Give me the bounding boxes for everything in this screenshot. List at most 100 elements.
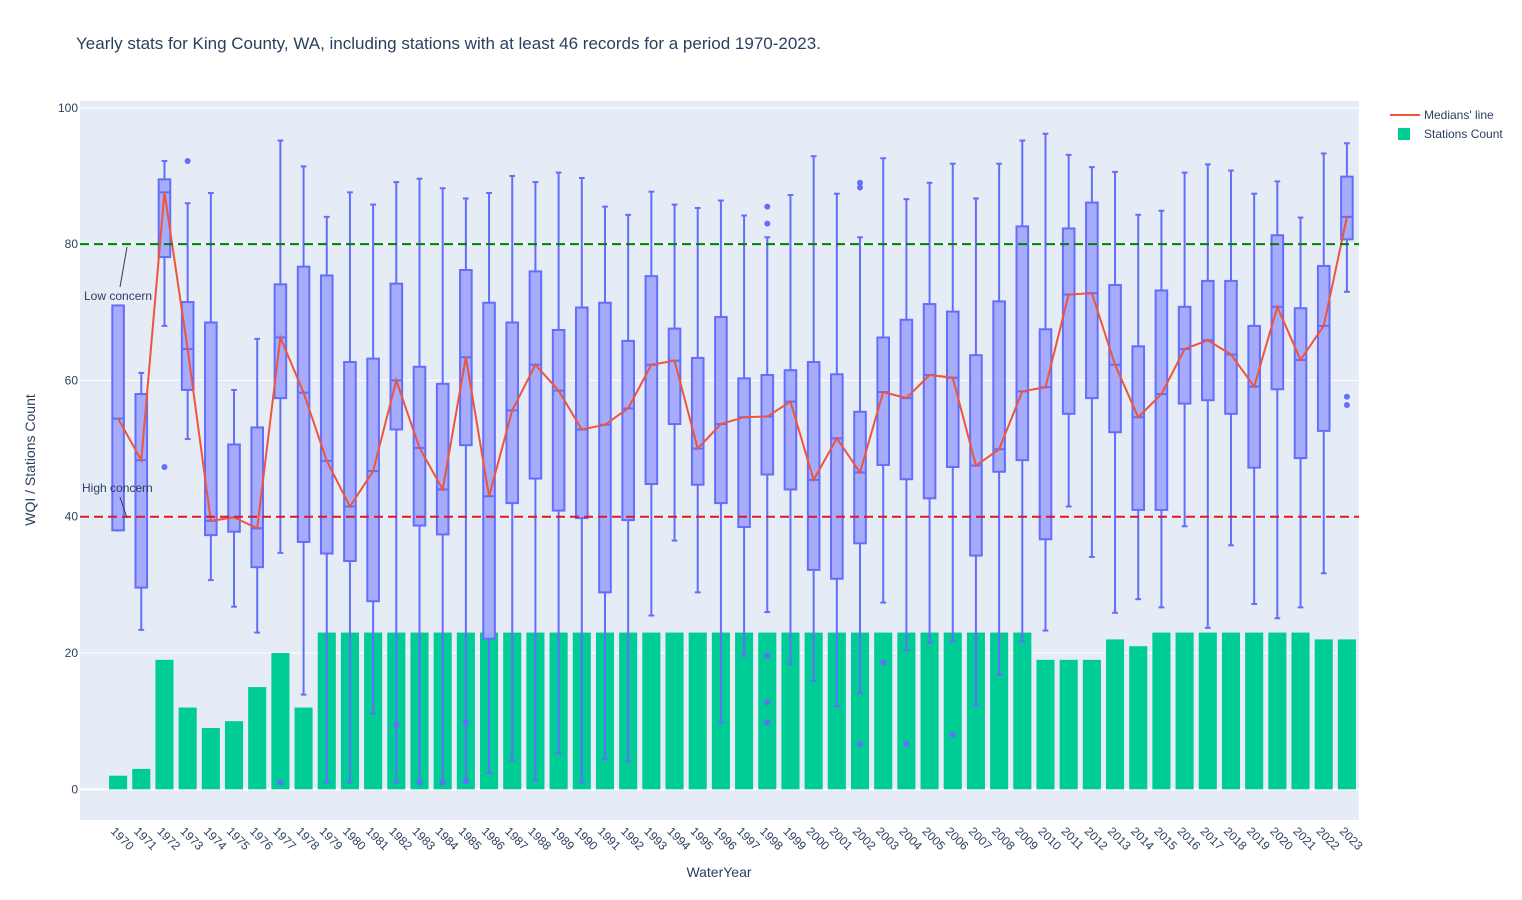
stations-count-bar <box>1152 632 1171 790</box>
box-iqr <box>575 306 589 520</box>
stations-count-bar <box>1175 632 1194 790</box>
stations-count-bar <box>1291 632 1310 790</box>
box-iqr <box>296 265 311 543</box>
x-tick-label: 1975 <box>224 824 253 853</box>
stations-count-bar <box>1036 659 1055 790</box>
box-outlier <box>1343 393 1350 400</box>
legend: Medians' line Stations Count <box>1390 106 1503 144</box>
stations-count-bar <box>1082 659 1101 790</box>
x-tick-label: 2009 <box>1012 824 1041 853</box>
x-tick-label: 1981 <box>363 824 392 853</box>
stations-count-bar <box>1314 639 1333 790</box>
box-iqr <box>853 410 867 545</box>
box-iqr <box>551 328 566 512</box>
x-tick-label: 1978 <box>293 824 322 853</box>
y-axis-label: WQI / Stations Count <box>22 394 38 526</box>
x-tick-label: 1990 <box>572 824 601 853</box>
box-iqr <box>644 275 659 486</box>
stations-count-bar <box>990 632 1009 790</box>
x-tick-label: 1991 <box>595 824 624 853</box>
stations-count-bar <box>248 687 267 790</box>
box-iqr <box>621 339 635 522</box>
x-tick-label: 1982 <box>386 824 415 853</box>
box-iqr <box>806 361 821 571</box>
x-tick-label: 1980 <box>340 824 369 853</box>
x-tick-label: 1976 <box>247 824 276 853</box>
box-iqr <box>1085 201 1099 400</box>
stations-count-bar <box>665 632 684 790</box>
chart-title: Yearly stats for King County, WA, includ… <box>76 34 821 53</box>
box-outlier <box>764 220 771 227</box>
box-iqr <box>435 382 450 536</box>
stations-count-bar <box>1059 659 1078 790</box>
x-tick-label: 1971 <box>131 824 160 853</box>
box-outlier <box>416 779 423 786</box>
box-iqr <box>737 377 751 528</box>
x-tick-label: 2008 <box>989 824 1018 853</box>
x-tick-label: 2000 <box>804 824 833 853</box>
box-iqr <box>134 393 149 589</box>
box-iqr <box>204 321 218 537</box>
x-tick-label: 2019 <box>1244 824 1273 853</box>
x-tick-label: 2003 <box>873 824 902 853</box>
box-iqr <box>343 361 357 563</box>
x-tick-label: 1992 <box>618 824 647 853</box>
stations-count-bar <box>271 653 290 790</box>
stations-count-bar <box>781 632 800 790</box>
x-tick-label: 1977 <box>270 824 299 853</box>
box-iqr <box>1270 234 1285 391</box>
stations-count-bar <box>1268 632 1287 790</box>
box-iqr <box>667 327 682 426</box>
x-tick-label: 2015 <box>1151 824 1180 853</box>
box-iqr <box>992 300 1006 473</box>
x-tick-label: 2001 <box>827 824 856 853</box>
legend-stations-count-label: Stations Count <box>1424 127 1503 141</box>
box-iqr <box>899 318 914 481</box>
y-tick-label: 100 <box>58 101 78 115</box>
box-iqr <box>1247 324 1261 469</box>
legend-item-medians[interactable]: Medians' line <box>1390 106 1503 125</box>
x-tick-label: 1988 <box>525 824 554 853</box>
box-outlier <box>277 779 284 786</box>
legend-box-swatch <box>1398 128 1410 140</box>
x-tick-label: 2012 <box>1082 824 1111 853</box>
stations-count-bar <box>224 721 244 790</box>
legend-line-swatch <box>1390 114 1420 116</box>
box-iqr <box>1154 289 1169 511</box>
stations-count-bar <box>758 632 777 790</box>
stations-count-bar <box>735 632 754 790</box>
x-tick-label: 1983 <box>409 824 438 853</box>
box-iqr <box>482 301 496 640</box>
box-outlier <box>1343 401 1350 408</box>
y-tick-label: 40 <box>65 510 79 524</box>
box-iqr <box>690 356 705 486</box>
stations-count-bar <box>642 632 661 790</box>
box-iqr <box>598 301 612 594</box>
x-tick-label: 2022 <box>1314 824 1343 853</box>
box-outlier <box>764 719 771 726</box>
box-iqr <box>714 316 728 505</box>
box-outlier <box>764 699 771 706</box>
legend-item-stations-count[interactable]: Stations Count <box>1390 125 1503 144</box>
x-tick-label: 1986 <box>479 824 508 853</box>
box-iqr <box>1224 279 1238 415</box>
x-tick-label: 1970 <box>108 824 137 853</box>
x-tick-label: 1972 <box>154 824 183 853</box>
stations-count-bar <box>155 659 174 790</box>
box-outlier <box>393 721 400 728</box>
box-iqr <box>760 373 775 476</box>
y-tick-label: 60 <box>65 373 79 387</box>
stations-count-bar <box>850 632 870 790</box>
box-iqr <box>876 336 891 466</box>
box-iqr <box>1131 345 1146 511</box>
box-outlier <box>764 203 771 210</box>
x-tick-label: 2011 <box>1059 824 1087 852</box>
x-tick-label: 2007 <box>966 824 995 853</box>
x-tick-label: 2006 <box>943 824 972 853</box>
box-iqr <box>830 373 844 580</box>
box-iqr <box>528 270 543 480</box>
box-outlier <box>764 652 771 659</box>
box-iqr <box>1316 264 1331 432</box>
stations-count-bar <box>827 632 846 790</box>
